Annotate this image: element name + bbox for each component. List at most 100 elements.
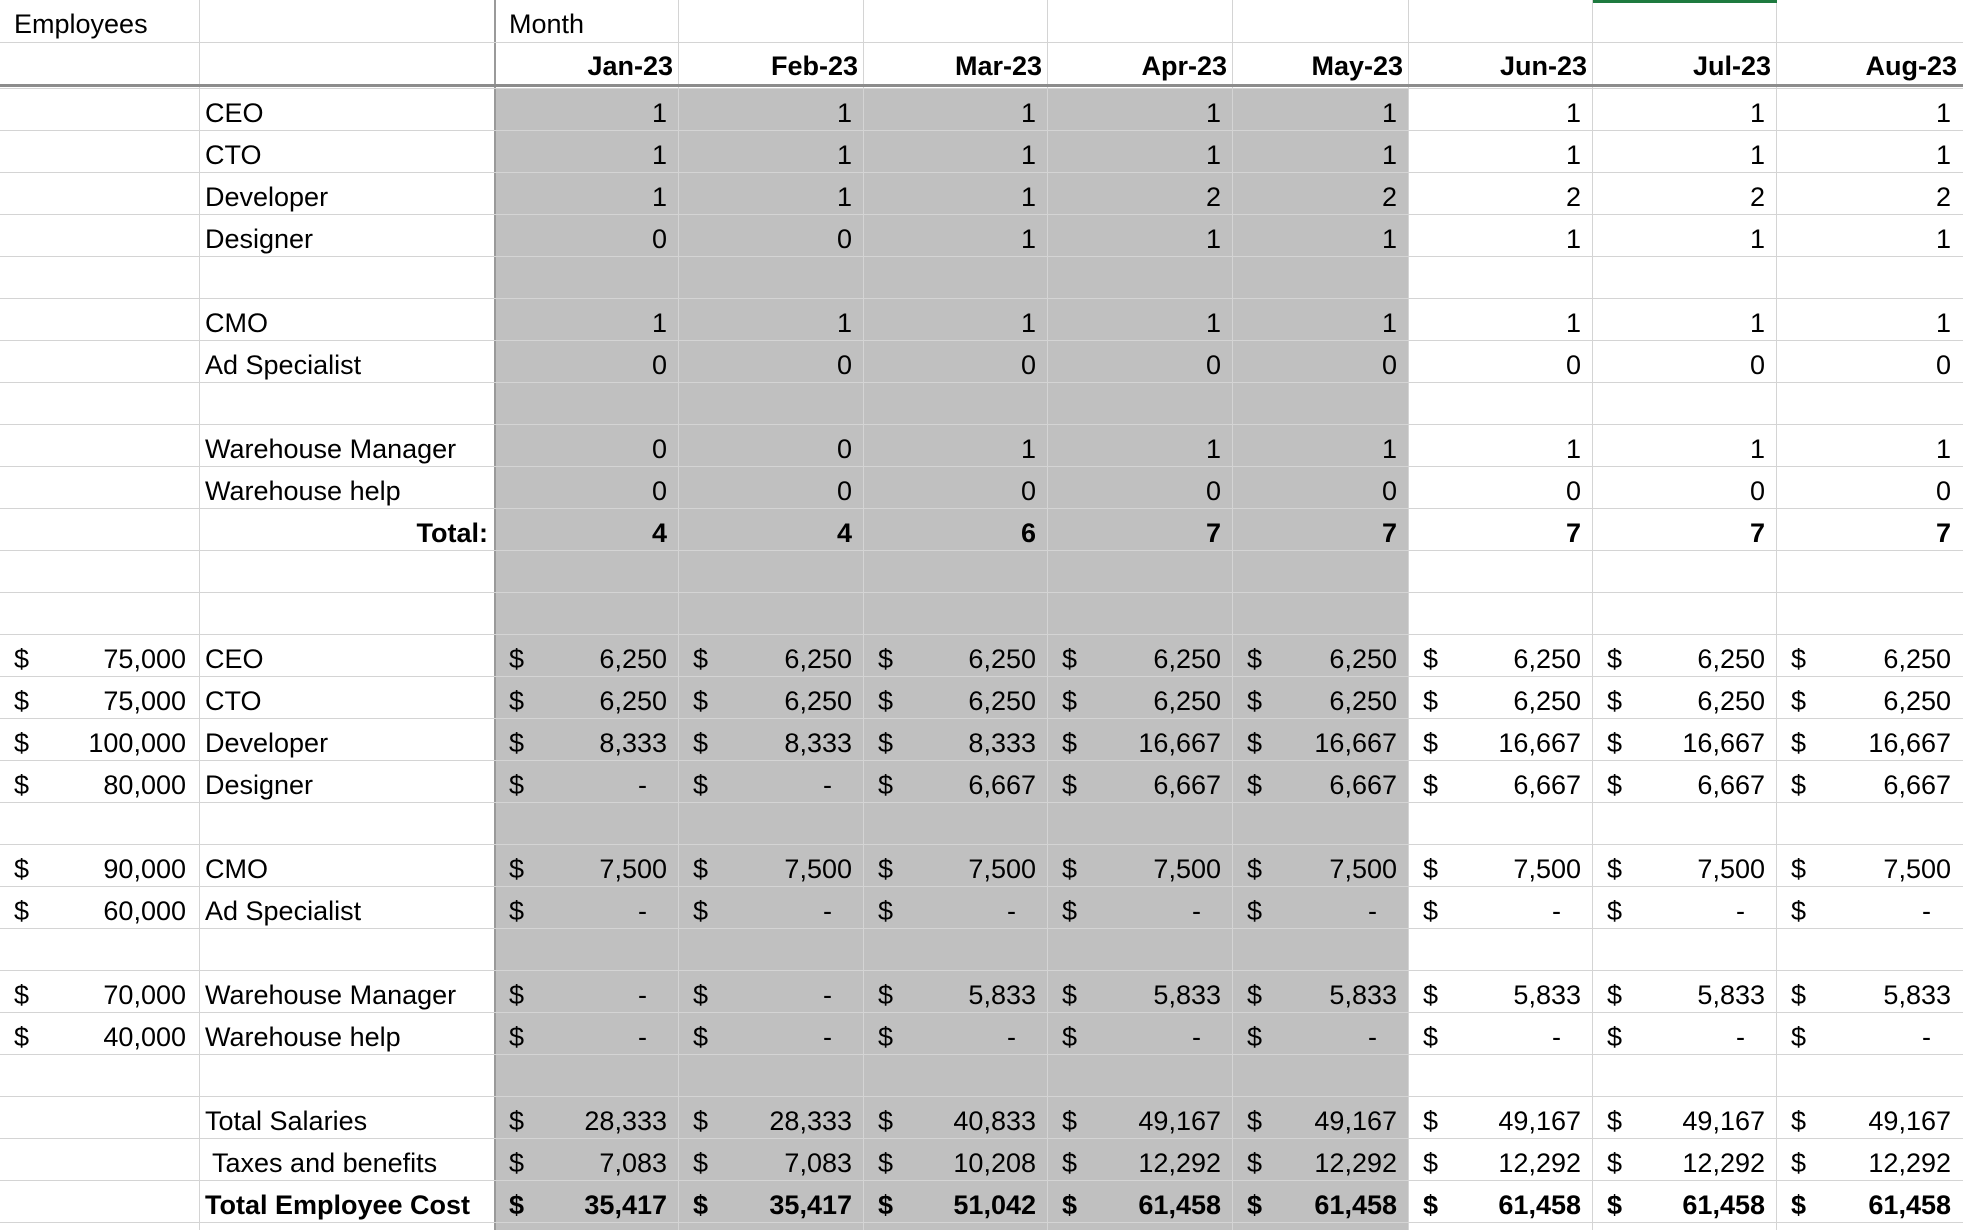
salary-value[interactable]: 7,500 [1329, 854, 1397, 884]
month-header[interactable]: Jun-23 [1499, 51, 1587, 81]
currency-symbol[interactable]: $ [509, 770, 525, 800]
currency-symbol[interactable]: $ [878, 644, 894, 674]
salary-value[interactable]: 51,042 [953, 1190, 1036, 1220]
role-label[interactable]: CMO [205, 854, 268, 884]
headcount-value[interactable]: 1 [1749, 434, 1765, 464]
salary-value[interactable]: 6,250 [1153, 644, 1221, 674]
currency-symbol[interactable]: $ [693, 770, 709, 800]
salary-value[interactable]: 5,833 [1153, 980, 1221, 1010]
headcount-value[interactable]: 1 [1205, 140, 1221, 170]
headcount-value[interactable]: 1 [1935, 308, 1951, 338]
headcount-value[interactable]: 1 [651, 182, 667, 212]
currency-symbol[interactable]: $ [1607, 1022, 1623, 1052]
role-label[interactable]: CTO [205, 140, 262, 170]
month-header[interactable]: Jan-23 [587, 51, 673, 81]
headcount-value[interactable]: 0 [1749, 350, 1765, 380]
currency-symbol[interactable]: $ [1607, 728, 1623, 758]
headcount-value[interactable]: 1 [1205, 434, 1221, 464]
salary-value[interactable]: 49,167 [1868, 1106, 1951, 1136]
annual-salary[interactable]: 70,000 [103, 980, 186, 1010]
currency-symbol[interactable]: $ [1247, 980, 1263, 1010]
salary-value[interactable]: 6,250 [1883, 644, 1951, 674]
annual-salary[interactable]: 90,000 [103, 854, 186, 884]
headcount-value[interactable]: 1 [1565, 434, 1581, 464]
currency-symbol[interactable]: $ [1062, 644, 1078, 674]
salary-value[interactable]: - [638, 770, 647, 800]
headcount-value[interactable]: 1 [1749, 98, 1765, 128]
summary-label[interactable]: Total Salaries [205, 1106, 368, 1136]
headcount-value[interactable]: 0 [651, 224, 667, 254]
salary-value[interactable]: 6,250 [968, 686, 1036, 716]
currency-symbol[interactable]: $ [878, 728, 894, 758]
currency-symbol[interactable]: $ [1791, 728, 1807, 758]
headcount-value[interactable]: 2 [1205, 182, 1221, 212]
currency-symbol[interactable]: $ [693, 644, 709, 674]
headcount-value[interactable]: 0 [1381, 350, 1397, 380]
salary-value[interactable]: 7,500 [599, 854, 667, 884]
headcount-value[interactable]: 1 [1205, 98, 1221, 128]
currency-symbol[interactable]: $ [1062, 980, 1078, 1010]
salary-value[interactable]: 8,333 [784, 728, 852, 758]
headcount-value[interactable]: 1 [836, 98, 852, 128]
currency-symbol[interactable]: $ [1423, 1022, 1439, 1052]
salary-value[interactable]: 6,250 [1513, 686, 1581, 716]
salary-value[interactable]: 16,667 [1868, 728, 1951, 758]
currency-symbol[interactable]: $ [1247, 1022, 1263, 1052]
currency-symbol[interactable]: $ [1062, 728, 1078, 758]
currency-symbol[interactable]: $ [1062, 770, 1078, 800]
currency-symbol[interactable]: $ [1791, 896, 1807, 926]
currency-symbol[interactable]: $ [509, 686, 525, 716]
salary-value[interactable]: 7,500 [968, 854, 1036, 884]
salary-value[interactable]: 61,458 [1868, 1190, 1951, 1220]
headcount-value[interactable]: 1 [1565, 140, 1581, 170]
currency-symbol[interactable]: $ [14, 980, 30, 1010]
currency-symbol[interactable]: $ [1062, 854, 1078, 884]
currency-symbol[interactable]: $ [1062, 686, 1078, 716]
headcount-value[interactable]: 0 [836, 476, 852, 506]
headcount-value[interactable]: 1 [1381, 140, 1397, 170]
salary-value[interactable]: - [1922, 896, 1931, 926]
headcount-value[interactable]: 1 [836, 182, 852, 212]
role-label[interactable]: Designer [205, 224, 314, 254]
currency-symbol[interactable]: $ [878, 1106, 894, 1136]
salary-value[interactable]: 28,333 [769, 1106, 852, 1136]
headcount-value[interactable]: 1 [1381, 434, 1397, 464]
salary-value[interactable]: 6,250 [1513, 644, 1581, 674]
currency-symbol[interactable]: $ [14, 770, 30, 800]
salary-value[interactable]: 12,292 [1314, 1148, 1397, 1178]
headcount-value[interactable]: 1 [1381, 308, 1397, 338]
currency-symbol[interactable]: $ [1247, 854, 1263, 884]
annual-salary[interactable]: 75,000 [103, 686, 186, 716]
headcount-value[interactable]: 0 [1565, 476, 1581, 506]
headcount-value[interactable]: 1 [836, 140, 852, 170]
currency-symbol[interactable]: $ [1607, 644, 1623, 674]
headcount-value[interactable]: 2 [1935, 182, 1951, 212]
currency-symbol[interactable]: $ [878, 686, 894, 716]
currency-symbol[interactable]: $ [1423, 1106, 1439, 1136]
salary-value[interactable]: 6,667 [1513, 770, 1581, 800]
salary-value[interactable]: 6,250 [1329, 644, 1397, 674]
currency-symbol[interactable]: $ [509, 1190, 525, 1220]
headcount-value[interactable]: 0 [1565, 350, 1581, 380]
currency-symbol[interactable]: $ [1062, 1106, 1078, 1136]
salary-value[interactable]: 7,500 [784, 854, 852, 884]
salary-value[interactable]: - [638, 1022, 647, 1052]
currency-symbol[interactable]: $ [1062, 896, 1078, 926]
currency-symbol[interactable]: $ [14, 896, 30, 926]
salary-value[interactable]: - [823, 896, 832, 926]
salary-value[interactable]: - [1007, 1022, 1016, 1052]
currency-symbol[interactable]: $ [1423, 770, 1439, 800]
salary-value[interactable]: 6,250 [599, 644, 667, 674]
currency-symbol[interactable]: $ [1247, 1106, 1263, 1136]
currency-symbol[interactable]: $ [1423, 896, 1439, 926]
role-label[interactable]: Ad Specialist [205, 896, 362, 926]
salary-value[interactable]: 6,250 [1697, 686, 1765, 716]
currency-symbol[interactable]: $ [509, 896, 525, 926]
role-label[interactable]: CEO [205, 644, 264, 674]
salary-value[interactable]: 49,167 [1314, 1106, 1397, 1136]
salary-value[interactable]: 6,667 [1697, 770, 1765, 800]
salary-value[interactable]: - [1552, 896, 1561, 926]
currency-symbol[interactable]: $ [1791, 644, 1807, 674]
salary-value[interactable]: 49,167 [1498, 1106, 1581, 1136]
salary-value[interactable]: 16,667 [1682, 728, 1765, 758]
